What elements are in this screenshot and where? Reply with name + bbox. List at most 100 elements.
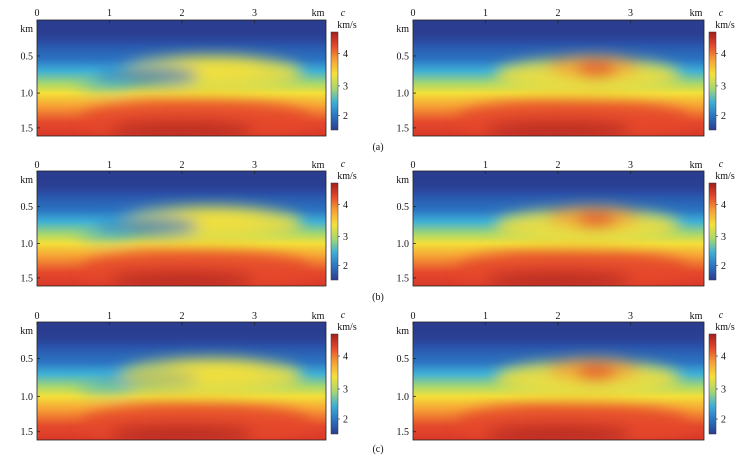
colorbar-tick-label: 4 <box>721 49 726 60</box>
y-axis-unit: km <box>20 175 33 186</box>
x-axis-unit: km <box>690 311 703 322</box>
velocity-image <box>413 322 704 440</box>
velocity-image <box>37 171 326 286</box>
y-tick-label: 1.5 <box>397 273 410 284</box>
y-tick-label: 1.0 <box>21 239 34 250</box>
velocity-panel: 0 1 2 3 km 0.5 1.0 1.5 km ckm/s 4 3 2 <box>396 8 735 137</box>
x-axis-unit: km <box>312 160 325 171</box>
colorbar-tick-label: 3 <box>343 81 348 92</box>
x-tick-label: 0 <box>35 160 40 171</box>
panel-frame <box>36 321 327 441</box>
colorbar-unit: km/s <box>337 322 357 333</box>
y-tick-label: 1.0 <box>397 392 410 403</box>
colorbar-scale <box>330 333 339 435</box>
colorbar-tick-label: 4 <box>721 352 726 363</box>
colorbar-scale <box>708 333 717 435</box>
colorbar-tick-label: 2 <box>343 415 348 426</box>
velocity-panel: 0 1 2 3 km 0.5 1.0 1.5 km ckm/s 4 3 2 <box>20 8 357 137</box>
colorbar-symbol: c <box>719 159 724 170</box>
colorbar-tick-label: 2 <box>343 261 348 272</box>
colorbar: ckm/s 4 3 2 <box>708 310 735 435</box>
x-tick-label: 2 <box>180 8 185 19</box>
colorbar-tick-label: 2 <box>721 415 726 426</box>
x-axis-unit: km <box>690 160 703 171</box>
y-tick-label: 1.0 <box>21 89 34 100</box>
x-tick-label: 2 <box>556 160 561 171</box>
colorbar: ckm/s 4 3 2 <box>708 159 735 281</box>
y-tick-label: 1.0 <box>397 239 410 250</box>
colorbar-tick-label: 4 <box>343 200 348 211</box>
colorbar-tick-label: 2 <box>721 111 726 122</box>
y-axis-unit: km <box>396 175 409 186</box>
panel-frame <box>412 170 705 287</box>
y-tick-label: 0.5 <box>21 202 34 213</box>
x-tick-label: 0 <box>35 311 40 322</box>
velocity-image <box>413 20 704 136</box>
colorbar: ckm/s 4 3 2 <box>708 8 735 131</box>
velocity-panel: 0 1 2 3 km 0.5 1.0 1.5 km ckm/s 4 3 2 <box>20 310 357 441</box>
y-tick-label: 0.5 <box>21 51 34 62</box>
x-tick-label: 2 <box>556 311 561 322</box>
colorbar-tick-label: 4 <box>721 200 726 211</box>
colorbar-tick-label: 3 <box>721 232 726 243</box>
y-axis-unit: km <box>396 24 409 35</box>
y-tick-label: 0.5 <box>397 202 410 213</box>
x-tick-label: 1 <box>483 160 488 171</box>
panel-frame <box>36 19 327 137</box>
x-tick-label: 1 <box>107 311 112 322</box>
row-labels-group: (a) (b) (c) <box>372 142 384 455</box>
x-tick-label: 1 <box>107 160 112 171</box>
panel-label: (b) <box>372 292 384 303</box>
colorbar-tick-label: 3 <box>721 81 726 92</box>
y-tick-label: 1.5 <box>397 123 410 134</box>
velocity-image <box>37 322 326 440</box>
colorbar: ckm/s 4 3 2 <box>330 8 357 131</box>
y-tick-label: 1.0 <box>397 89 410 100</box>
y-tick-label: 1.5 <box>21 273 34 284</box>
colorbar-unit: km/s <box>715 171 735 182</box>
colorbar-symbol: c <box>719 8 724 19</box>
x-tick-label: 1 <box>483 8 488 19</box>
y-tick-label: 0.5 <box>397 51 410 62</box>
x-axis-unit: km <box>312 311 325 322</box>
colorbar-unit: km/s <box>337 20 357 31</box>
colorbar-unit: km/s <box>715 20 735 31</box>
colorbar: ckm/s 4 3 2 <box>330 159 357 281</box>
panel-label: (c) <box>372 444 383 455</box>
colorbar-symbol: c <box>341 310 346 321</box>
velocity-panel: 0 1 2 3 km 0.5 1.0 1.5 km ckm/s 4 3 2 <box>396 159 735 287</box>
x-tick-label: 0 <box>35 8 40 19</box>
x-axis-unit: km <box>690 8 703 19</box>
y-axis-unit: km <box>20 24 33 35</box>
colorbar-tick-label: 3 <box>343 385 348 396</box>
x-tick-label: 2 <box>180 160 185 171</box>
x-tick-label: 3 <box>628 311 633 322</box>
panel-frame <box>412 19 705 137</box>
velocity-image <box>37 20 326 136</box>
x-tick-label: 2 <box>556 8 561 19</box>
x-tick-label: 2 <box>180 311 185 322</box>
x-tick-label: 3 <box>252 311 257 322</box>
panel-frame <box>412 321 705 441</box>
colorbar-tick-label: 3 <box>721 385 726 396</box>
colorbar-tick-label: 2 <box>721 261 726 272</box>
velocity-panel: 0 1 2 3 km 0.5 1.0 1.5 km ckm/s 4 3 2 <box>396 310 735 441</box>
x-tick-label: 0 <box>411 8 416 19</box>
y-axis-unit: km <box>396 326 409 337</box>
colorbar-tick-label: 4 <box>343 49 348 60</box>
colorbar-tick-label: 2 <box>343 111 348 122</box>
colorbar-symbol: c <box>719 310 724 321</box>
panel-label: (a) <box>372 142 383 153</box>
velocity-panel: 0 1 2 3 km 0.5 1.0 1.5 km ckm/s 4 3 2 <box>20 159 357 287</box>
colorbar-symbol: c <box>341 159 346 170</box>
y-axis-unit: km <box>20 326 33 337</box>
x-tick-label: 0 <box>411 160 416 171</box>
x-tick-label: 1 <box>107 8 112 19</box>
colorbar-symbol: c <box>341 8 346 19</box>
y-tick-label: 0.5 <box>21 354 34 365</box>
x-tick-label: 3 <box>252 160 257 171</box>
colorbar-scale <box>708 182 717 281</box>
colorbar-unit: km/s <box>337 171 357 182</box>
y-tick-label: 1.5 <box>21 427 34 438</box>
